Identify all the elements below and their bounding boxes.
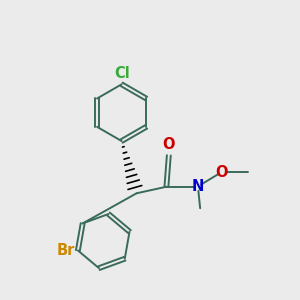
Text: O: O bbox=[163, 137, 175, 152]
Text: Br: Br bbox=[56, 243, 75, 258]
Text: N: N bbox=[192, 179, 204, 194]
Text: O: O bbox=[215, 165, 227, 180]
Text: Cl: Cl bbox=[114, 66, 130, 81]
